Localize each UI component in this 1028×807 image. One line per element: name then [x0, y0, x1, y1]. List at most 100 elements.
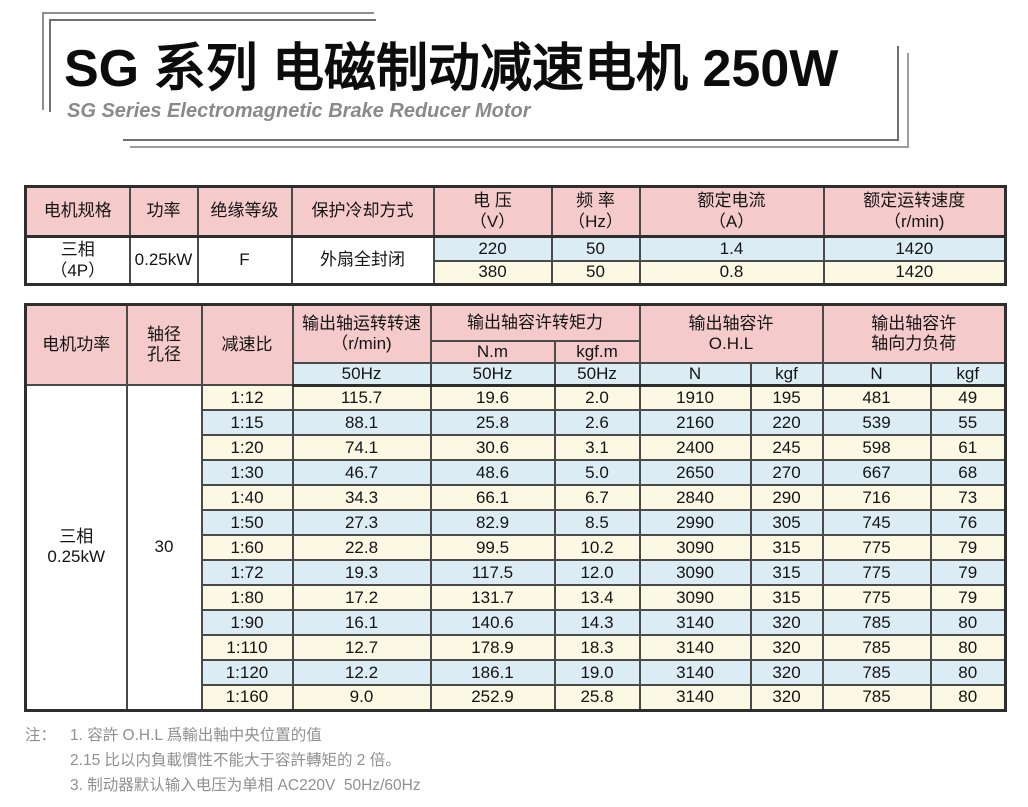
footnotes: 注： 1. 容許 O.H.L 爲輸出軸中央位置的值 2.15 比以内負載慣性不能大…: [25, 723, 421, 798]
perf-torque-nm-value: 99.5: [429, 534, 556, 562]
perf-header-axial-line1: 输出轴容许: [871, 313, 957, 333]
perf-torque-nm-value: 19.6: [429, 384, 556, 412]
spec-motor-type-line2: （4P）: [50, 260, 106, 280]
perf-ohl-kgf-value: 315: [749, 559, 824, 587]
perf-table-row: 1:40 34.3 66.1 6.7 2840 290 716 73: [26, 484, 1007, 512]
perf-torque-kgfm-value: 12.0: [553, 559, 641, 587]
perf-torque-kgfm-value: 5.0: [553, 459, 641, 487]
perf-output-speed-value: 74.1: [291, 434, 432, 462]
perf-header-torque-group: 输出轴容许转矩力: [429, 303, 641, 342]
spec-cooling-cell: 外扇全封闭: [290, 235, 435, 286]
perf-axial-n-value: 775: [821, 534, 932, 562]
perf-header-shaft-line1: 轴径: [147, 325, 181, 344]
spec-header-frequency-line1: 频 率: [576, 191, 615, 211]
perf-motor-power-cell: 三相 0.25kW: [24, 384, 128, 712]
spec-table-row: 三相 （4P） 0.25kW F 外扇全封闭 220 50 1.4 1420: [24, 235, 1007, 286]
perf-axial-n-value: 716: [821, 484, 932, 512]
perf-table-row: 1:72 19.3 117.5 12.0 3090 315 775 79: [26, 559, 1007, 587]
perf-torque-nm-value: 66.1: [429, 484, 556, 512]
perf-shaft-value-cell: 30: [125, 384, 203, 712]
perf-axial-n-value: 775: [821, 584, 932, 612]
spec-voltage-value: 380: [432, 259, 553, 286]
perf-torque-nm-value: 82.9: [429, 509, 556, 537]
perf-torque-nm-value: 186.1: [429, 659, 556, 687]
perf-axial-n-value: 539: [821, 409, 932, 437]
perf-axial-n-value: 481: [821, 384, 932, 412]
perf-ohl-n-value: 3140: [638, 659, 752, 687]
perf-ratio-value: 1:90: [200, 609, 294, 637]
perf-ohl-n-value: 2400: [638, 434, 752, 462]
spec-header-rated-current: 额定电流 （A）: [638, 185, 825, 238]
spec-header-rated-current-line1: 额定电流: [697, 191, 766, 211]
perf-torque-nm-value: 178.9: [429, 634, 556, 662]
spec-header-rated-speed-line1: 额定运转速度: [863, 191, 966, 211]
footnotes-items: 1. 容許 O.H.L 爲輸出軸中央位置的值 2.15 比以内負載慣性不能大于容許…: [70, 723, 421, 798]
spec-header-voltage: 电 压 （V）: [432, 185, 553, 238]
perf-table-row: 1:20 74.1 30.6 3.1 2400 245 598 61: [26, 434, 1007, 462]
perf-ohl-n-value: 2160: [638, 409, 752, 437]
perf-axial-kgf-value: 79: [929, 584, 1007, 612]
perf-ratio-value: 1:60: [200, 534, 294, 562]
perf-output-speed-value: 46.7: [291, 459, 432, 487]
perf-header-ohl-line1: 输出轴容许: [688, 313, 774, 333]
perf-axial-n-value: 598: [821, 434, 932, 462]
perf-ratio-value: 1:20: [200, 434, 294, 462]
perf-torque-nm-value: 25.8: [429, 409, 556, 437]
perf-axial-n-value: 785: [821, 609, 932, 637]
perf-output-speed-value: 27.3: [291, 509, 432, 537]
perf-axial-n-value: 775: [821, 559, 932, 587]
perf-ohl-n-value: 2840: [638, 484, 752, 512]
perf-output-speed-value: 9.0: [291, 684, 432, 712]
perf-torque-kgfm-value: 19.0: [553, 659, 641, 687]
perf-axial-kgf-value: 49: [929, 384, 1007, 412]
title-frame-bottom-right-inner: [130, 53, 909, 148]
perf-output-speed-value: 19.3: [291, 559, 432, 587]
perf-motor-power-line2: 0.25kW: [47, 547, 106, 567]
spec-speed-value: 1420: [822, 235, 1007, 262]
perf-table-row: 1:160 9.0 252.9 25.8 3140 320 785 80: [26, 684, 1007, 712]
perf-table-row: 1:120 12.2 186.1 19.0 3140 320 785 80: [26, 659, 1007, 687]
perf-torque-kgfm-value: 14.3: [553, 609, 641, 637]
perf-ohl-kgf-value: 320: [749, 609, 824, 637]
perf-ohl-kgf-value: 290: [749, 484, 824, 512]
perf-table-body: 三相 0.25kW 30 1:12 115.7 19.6 2.0 1910 195 481 49 1:…: [24, 384, 1007, 712]
perf-table-row: 三相 0.25kW 30 1:12 115.7 19.6 2.0 1910 195 481 49: [24, 384, 1007, 712]
perf-torque-kgfm-value: 10.2: [553, 534, 641, 562]
perf-header-torque-kgfm: kgf.m: [553, 339, 641, 364]
perf-header-output-speed: 输出轴运转转速 （r/min): [291, 303, 432, 364]
spec-header-cooling: 保护冷却方式: [290, 185, 435, 238]
perf-ohl-n-value: 1910: [638, 384, 752, 412]
spec-header-voltage-line1: 电 压: [473, 191, 512, 211]
perf-output-speed-value: 12.2: [291, 659, 432, 687]
perf-ohl-n-value: 3090: [638, 559, 752, 587]
perf-axial-kgf-value: 80: [929, 684, 1007, 712]
footnote-line: 3. 制动器默认输入电压为单相 AC220V 50Hz/60Hz: [70, 777, 421, 794]
perf-table-row: 1:30 46.7 48.6 5.0 2650 270 667 68: [26, 459, 1007, 487]
perf-ratio-value: 1:120: [200, 659, 294, 687]
perf-ratio-value: 1:72: [200, 559, 294, 587]
spec-table-body: 三相 （4P） 0.25kW F 外扇全封闭 220 50 1.4 1420 380 50 0.8 14…: [24, 235, 1007, 286]
perf-output-speed-value: 22.8: [291, 534, 432, 562]
performance-table: 电机功率 轴径 孔径 减速比 输出轴运转转速 （r/min) 输出轴容许转矩力 …: [24, 303, 1007, 712]
perf-header-ratio: 减速比: [200, 303, 294, 387]
perf-ohl-kgf-value: 245: [749, 434, 824, 462]
perf-axial-n-value: 785: [821, 634, 932, 662]
perf-torque-kgfm-value: 25.8: [553, 684, 641, 712]
perf-subheader-ohl-kgf: kgf: [749, 361, 824, 387]
spec-frequency-value: 50: [550, 259, 641, 286]
spec-header-motor-spec: 电机规格: [24, 185, 131, 238]
perf-axial-kgf-value: 79: [929, 559, 1007, 587]
perf-header-shaft-line2: 孔径: [147, 345, 181, 365]
spec-frequency-value: 50: [550, 235, 641, 262]
spec-insulation-cell: F: [196, 235, 293, 286]
perf-output-speed-value: 34.3: [291, 484, 432, 512]
perf-header-torque-nm: N.m: [429, 339, 556, 364]
perf-table-row: 1:60 22.8 99.5 10.2 3090 315 775 79: [26, 534, 1007, 562]
perf-torque-kgfm-value: 13.4: [553, 584, 641, 612]
spec-header-insulation: 绝缘等级: [196, 185, 293, 238]
perf-axial-n-value: 785: [821, 659, 932, 687]
perf-axial-kgf-value: 55: [929, 409, 1007, 437]
perf-subheader-kgfm-hz: 50Hz: [553, 361, 641, 387]
spec-header-power: 功率: [128, 185, 199, 238]
